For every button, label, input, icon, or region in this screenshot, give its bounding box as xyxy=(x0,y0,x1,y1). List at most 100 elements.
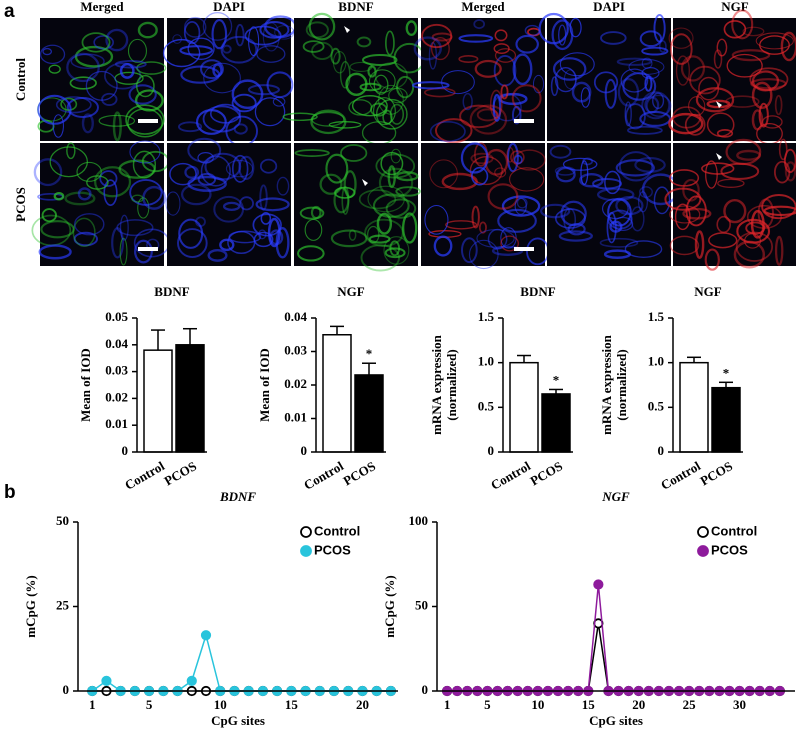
y-tick-label: 0 xyxy=(63,682,70,697)
bar xyxy=(509,361,539,453)
tissue-structure xyxy=(751,81,773,110)
tissue-structure xyxy=(494,167,507,178)
scale-bar xyxy=(514,247,534,251)
series-line xyxy=(91,632,391,692)
tissue-structure xyxy=(119,237,128,266)
tissue-structure xyxy=(736,149,762,161)
tissue-structure xyxy=(42,47,53,56)
tissue-structure xyxy=(682,207,712,220)
tissue-structure xyxy=(260,212,272,225)
tissue-structure xyxy=(359,82,382,92)
tissue-structure xyxy=(401,212,418,244)
tissue-structure xyxy=(558,230,593,242)
tissue-structure xyxy=(513,154,523,165)
tissue-structure xyxy=(66,52,100,83)
tissue-structure xyxy=(266,71,294,99)
y-tick-label: 0.01 xyxy=(105,416,128,431)
tissue-structure xyxy=(723,20,747,39)
tissue-structure xyxy=(516,197,528,209)
tissue-structure xyxy=(471,166,489,186)
tissue-structure xyxy=(593,71,619,94)
tissue-structure xyxy=(672,106,702,129)
tissue-structure xyxy=(653,186,671,215)
tissue-structure xyxy=(238,155,255,180)
tissue-structure xyxy=(325,153,349,184)
tissue-structure xyxy=(742,26,765,37)
tissue-structure xyxy=(646,94,672,117)
tissue-structure xyxy=(276,176,290,196)
y-axis-label: mCpG (%) xyxy=(23,575,38,637)
arrowhead xyxy=(716,153,722,160)
column-label: DAPI xyxy=(213,0,245,14)
y-tick-label: 1.5 xyxy=(478,309,495,324)
tissue-structure xyxy=(225,159,254,178)
significance-marker: * xyxy=(553,372,560,387)
tissue-structure xyxy=(458,34,494,43)
tissue-structure xyxy=(127,108,163,138)
tissue-structure xyxy=(731,49,771,62)
tissue-structure xyxy=(489,89,503,119)
tissue-structure xyxy=(299,206,325,220)
tissue-structure xyxy=(508,167,545,192)
tissue-structure xyxy=(247,84,280,96)
tissue-structure xyxy=(55,96,92,114)
significance-marker: * xyxy=(366,346,373,361)
tissue-structure xyxy=(562,157,598,171)
tissue-structure xyxy=(628,58,665,75)
tissue-structure xyxy=(98,114,136,127)
tissue-structure xyxy=(639,186,653,198)
panel-label: b xyxy=(4,482,16,503)
tissue-structure xyxy=(388,87,408,104)
tissue-structure xyxy=(716,129,734,138)
tissue-structure xyxy=(180,183,212,206)
y-tick-label: 0.05 xyxy=(105,309,128,324)
tissue-structure xyxy=(131,194,144,203)
tissue-structure xyxy=(228,230,262,244)
tissue-structure xyxy=(203,62,241,94)
tissue-structure xyxy=(135,74,155,98)
row-label: Control xyxy=(13,58,28,101)
tissue-structure xyxy=(617,78,640,107)
tissue-structure xyxy=(668,27,694,49)
chart-title: NGF xyxy=(337,284,365,299)
column-label: BDNF xyxy=(338,0,373,14)
tissue-structure xyxy=(69,76,97,90)
tissue-structure xyxy=(49,146,88,178)
tissue-structure xyxy=(669,33,693,65)
tissue-structure xyxy=(592,177,623,190)
tissue-structure xyxy=(187,137,222,163)
micrograph xyxy=(165,137,291,266)
significance-marker: * xyxy=(723,365,730,380)
tissue-structure xyxy=(429,121,466,143)
bar xyxy=(143,349,173,453)
tissue-structure xyxy=(716,38,728,57)
tissue-structure xyxy=(778,138,788,161)
y-tick-label: 0.01 xyxy=(284,409,307,424)
chart-title: NGF xyxy=(601,489,630,504)
bar xyxy=(541,393,571,453)
tissue-structure xyxy=(484,148,509,176)
tissue-structure xyxy=(433,235,453,257)
tissue-structure xyxy=(725,138,762,166)
tissue-structure xyxy=(492,93,502,122)
x-tick-label: PCOS xyxy=(340,458,378,488)
y-tick-label: 0.04 xyxy=(105,336,128,351)
y-axis-label: mRNA expression xyxy=(599,334,614,435)
tissue-structure xyxy=(471,205,480,229)
y-tick-label: 1.0 xyxy=(478,354,494,369)
tissue-structure xyxy=(220,35,258,64)
y-tick-label: 100 xyxy=(409,513,429,528)
tissue-structure xyxy=(413,36,442,61)
tissue-structure xyxy=(641,46,669,56)
tissue-structure xyxy=(559,52,595,77)
tissue-structure xyxy=(615,159,655,177)
tissue-structure xyxy=(367,185,405,213)
tissue-structure xyxy=(183,16,207,38)
tissue-structure xyxy=(275,227,290,259)
panel-label: a xyxy=(4,1,15,22)
tissue-structure xyxy=(231,93,257,113)
column-label: Merged xyxy=(461,0,505,14)
tissue-structure xyxy=(179,45,214,56)
tissue-structure xyxy=(459,104,499,129)
